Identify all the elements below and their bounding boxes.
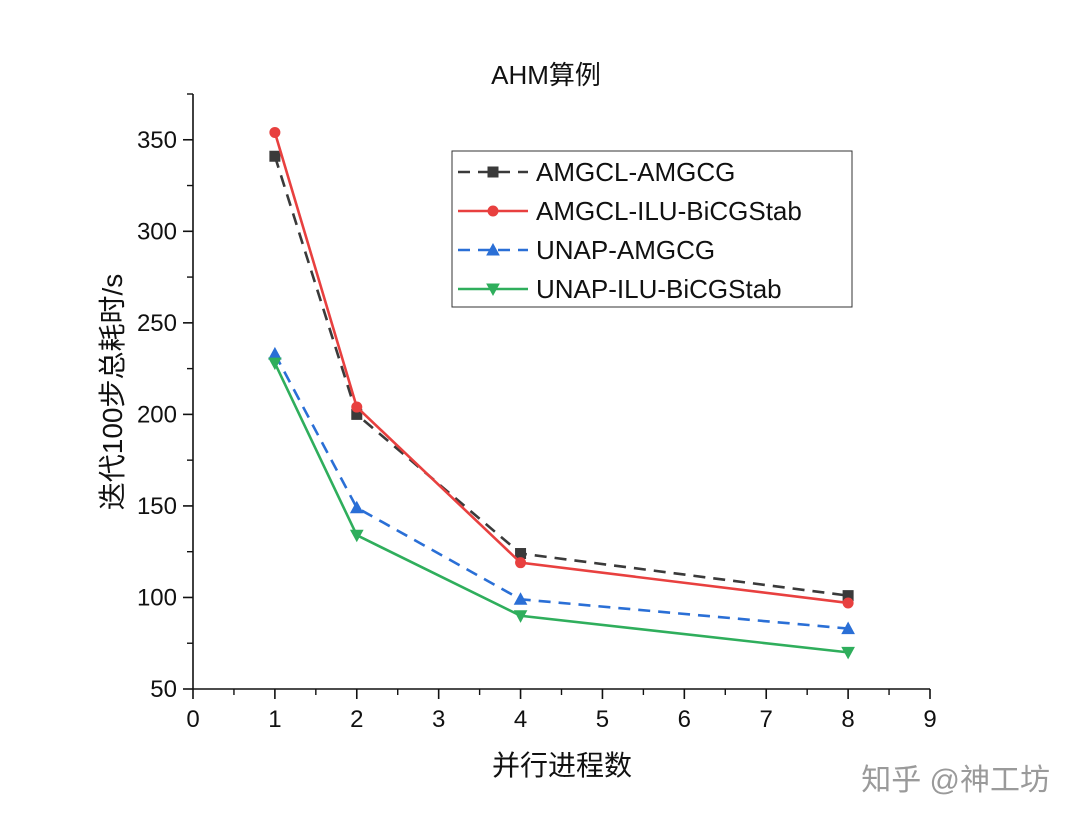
data-point bbox=[268, 346, 282, 360]
watermark-text: 知乎 @神工坊 bbox=[861, 764, 1050, 797]
series-line bbox=[273, 132, 849, 605]
legend-marker bbox=[487, 166, 499, 178]
watermark: 知乎 @神工坊 bbox=[861, 764, 1050, 797]
data-point bbox=[513, 592, 528, 605]
x-tick-label: 7 bbox=[760, 706, 773, 733]
legend-marker bbox=[487, 205, 499, 217]
data-point bbox=[842, 597, 854, 609]
legend-label: UNAP-ILU-BiCGStab bbox=[536, 274, 782, 304]
y-tick-label: 350 bbox=[137, 127, 177, 154]
legend-label: AMGCL-ILU-BiCGStab bbox=[536, 196, 802, 226]
legend-item: UNAP-AMGCG bbox=[458, 235, 715, 265]
y-tick-label: 200 bbox=[137, 401, 177, 428]
legend-box bbox=[451, 150, 853, 308]
legend-item: AMGCL-ILU-BiCGStab bbox=[458, 196, 802, 226]
x-tick-label: 8 bbox=[841, 706, 854, 733]
data-point bbox=[841, 646, 855, 660]
legend-label: AMGCL-AMGCG bbox=[536, 157, 735, 187]
y-tick-label: 100 bbox=[137, 584, 177, 611]
x-axis-label: 并行进程数 bbox=[492, 750, 632, 781]
series-line bbox=[273, 353, 849, 630]
y-axis-label: 迭代100步总耗时/s bbox=[97, 274, 128, 511]
legend-item: AMGCL-AMGCG bbox=[458, 157, 735, 187]
data-point bbox=[513, 610, 528, 623]
x-tick-label: 3 bbox=[432, 706, 445, 733]
y-tick-label: 300 bbox=[137, 218, 177, 245]
x-tick-label: 1 bbox=[268, 706, 281, 733]
series-amgcl-amgcg bbox=[269, 150, 854, 602]
x-tick-label: 9 bbox=[923, 706, 936, 733]
series-unap-ilu-bicgstab bbox=[268, 357, 855, 660]
series-amgcl-ilu-bicgstab bbox=[269, 126, 854, 609]
plot-series bbox=[268, 126, 855, 660]
data-point bbox=[515, 548, 527, 560]
x-tick-label: 6 bbox=[678, 706, 691, 733]
data-point bbox=[268, 357, 282, 371]
y-tick-label: 150 bbox=[137, 493, 177, 520]
legend: AMGCL-AMGCG AMGCL-ILU-BiCGStab UNAP-AMGCG U… bbox=[451, 150, 853, 308]
x-ticks: 0 1 2 3 4 5 6 7 8 9 bbox=[186, 689, 937, 733]
legend-items: AMGCL-AMGCG AMGCL-ILU-BiCGStab UNAP-AMGCG U… bbox=[458, 157, 802, 304]
axes: 0 1 2 3 4 5 6 7 8 9 50 100 150 200 250 300 350 bbox=[137, 93, 937, 733]
data-point bbox=[349, 529, 364, 543]
data-point bbox=[841, 621, 855, 635]
y-tick-label: 50 bbox=[150, 676, 177, 703]
x-tick-label: 4 bbox=[514, 706, 527, 733]
data-point bbox=[349, 500, 364, 514]
series-line bbox=[273, 362, 849, 654]
data-point bbox=[269, 126, 281, 138]
x-tick-label: 5 bbox=[596, 706, 609, 733]
legend-label: UNAP-AMGCG bbox=[536, 235, 715, 265]
legend-item: UNAP-ILU-BiCGStab bbox=[458, 274, 782, 304]
legend-marker bbox=[486, 283, 500, 297]
data-point bbox=[351, 401, 363, 413]
x-tick-label: 2 bbox=[350, 706, 363, 733]
y-ticks: 50 100 150 200 250 300 350 bbox=[137, 93, 193, 703]
legend-marker bbox=[486, 242, 500, 256]
series-unap-amgcg bbox=[268, 346, 855, 635]
data-point bbox=[515, 557, 527, 569]
series-line bbox=[273, 155, 849, 597]
x-tick-label: 0 bbox=[186, 706, 199, 733]
data-point bbox=[269, 150, 281, 162]
chart-title: AHM算例 bbox=[491, 60, 601, 90]
y-tick-label: 250 bbox=[137, 310, 177, 337]
